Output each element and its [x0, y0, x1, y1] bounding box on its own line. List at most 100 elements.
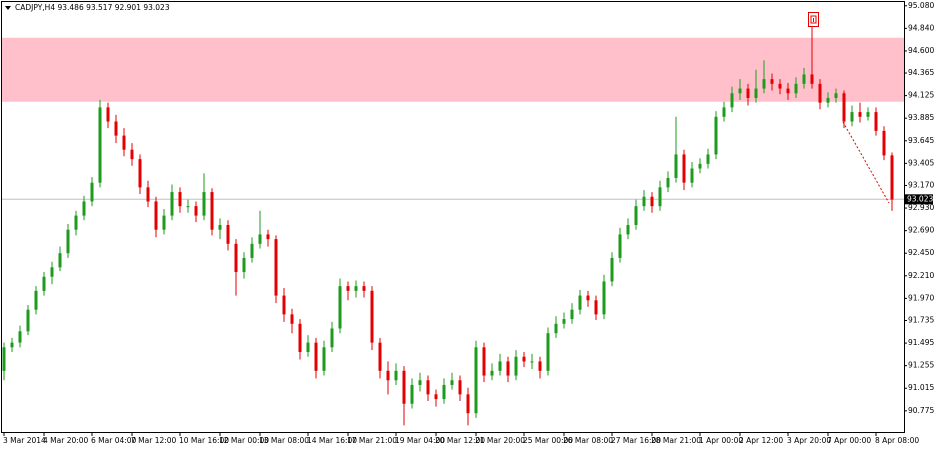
candle-body [74, 215, 78, 230]
y-tick-label: 94.125 [908, 91, 934, 100]
x-tick-label: 27 Mar 16:00 [611, 436, 661, 445]
x-tick-label: 6 Mar 04:00 [91, 436, 137, 445]
candle-body [386, 370, 390, 381]
y-tick-label: 94.600 [908, 46, 934, 55]
x-tick-label: 12 Mar 00:00 [219, 436, 269, 445]
candle-body [738, 88, 742, 94]
candle-body [266, 234, 270, 240]
candle-body [322, 347, 326, 371]
candle-body [2, 347, 6, 371]
candle-body [786, 88, 790, 94]
candle-body [498, 361, 502, 371]
candle-body [522, 356, 526, 362]
candle-body [290, 314, 294, 324]
candle-body [18, 331, 22, 343]
candle-body [226, 224, 230, 244]
candle-body [178, 192, 182, 207]
candle-body [586, 295, 590, 301]
y-tick-label: 91.255 [908, 361, 934, 370]
candle-body [138, 159, 142, 188]
x-tick-label: 7 Apr 00:00 [827, 436, 871, 445]
candle-body [658, 187, 662, 207]
menu-triangle [5, 6, 11, 10]
candle-body [698, 163, 702, 169]
candle-body [650, 196, 654, 207]
candle-body [722, 107, 726, 117]
y-tick-label: 90.775 [908, 406, 934, 415]
candle-body [250, 243, 254, 258]
candle-body [554, 323, 558, 334]
candle-body [42, 276, 46, 291]
candle-body [866, 112, 870, 117]
y-tick-label: 92.210 [908, 271, 934, 280]
candle-body [754, 88, 758, 98]
x-tick-label: 28 Mar 21:00 [651, 436, 701, 445]
candle-body [810, 74, 814, 84]
price-zone [2, 37, 904, 102]
candle-body [50, 267, 54, 277]
candle-body [514, 356, 518, 376]
x-tick-label: 3 Mar 2014 [3, 436, 46, 445]
candle-body [842, 93, 846, 122]
candle-body [466, 394, 470, 414]
candle-body [714, 116, 718, 155]
y-tick-label: 93.405 [908, 158, 934, 167]
last-price-label: 93.023 [907, 194, 933, 203]
candle-body [802, 74, 806, 84]
y-tick-label: 94.840 [908, 23, 934, 32]
candle-body [258, 234, 262, 244]
candle-body [210, 192, 214, 230]
candle-body [882, 130, 886, 156]
y-tick-label: 93.885 [908, 113, 934, 122]
candle-body [330, 328, 334, 348]
last-price-box [905, 194, 933, 205]
candle-body [594, 300, 598, 315]
x-tick-label: 19 Mar 04:00 [395, 436, 445, 445]
candle-body [506, 361, 510, 376]
candle-body [826, 97, 830, 103]
candle-body [418, 380, 422, 385]
candle-body [410, 384, 414, 404]
x-tick-label: 3 Apr 20:00 [787, 436, 831, 445]
candle-body [82, 201, 86, 216]
candle-body [442, 384, 446, 400]
candle-body [146, 187, 150, 202]
candle-body [346, 286, 350, 291]
candle-body [186, 206, 190, 208]
candle-body [370, 290, 374, 343]
y-tick-label: 91.495 [908, 338, 934, 347]
candle-body [610, 257, 614, 282]
candle-body [34, 290, 38, 310]
candle-body [602, 281, 606, 315]
candle-body [546, 333, 550, 371]
candle-body [530, 361, 534, 363]
zone-layer [2, 37, 904, 102]
plot-frame [1, 1, 905, 433]
candle-body [314, 342, 318, 371]
y-tick-label: 93.170 [908, 180, 934, 189]
x-tick-label: 1 Apr 00:00 [699, 436, 743, 445]
candle-body [450, 380, 454, 385]
candle-body [666, 177, 670, 188]
candle-body [538, 361, 542, 371]
candle-body [154, 201, 158, 230]
x-tick-label: 21 Mar 20:00 [475, 436, 525, 445]
x-tick-label: 4 Mar 20:00 [43, 436, 89, 445]
candle-body [690, 168, 694, 183]
x-tick-label: 13 Mar 08:00 [259, 436, 309, 445]
candle-body [354, 286, 358, 291]
candle-body [474, 347, 478, 414]
y-tick-label: 93.645 [908, 136, 934, 145]
x-tick-label: 20 Mar 12:00 [435, 436, 485, 445]
candle-body [298, 323, 302, 353]
candle-body [618, 234, 622, 258]
candle-body [890, 155, 894, 200]
candle-body [674, 154, 678, 178]
x-tick-label: 2 Apr 12:00 [739, 436, 783, 445]
candle-body [170, 192, 174, 216]
trend-line [842, 121, 890, 204]
candle-body [730, 93, 734, 108]
y-tick-label: 92.450 [908, 248, 934, 257]
candle-body [770, 79, 774, 84]
